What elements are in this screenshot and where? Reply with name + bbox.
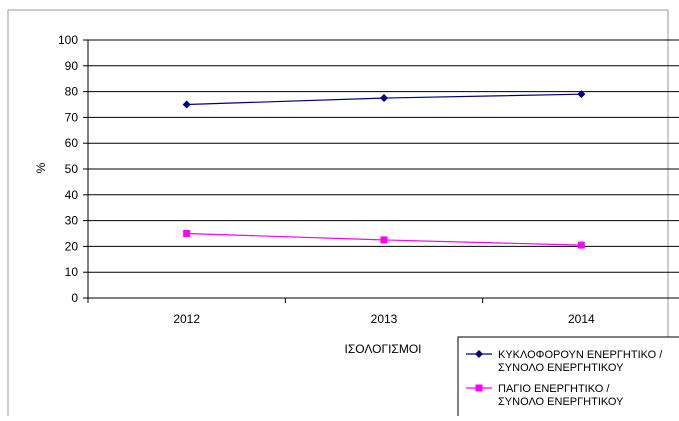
y-tick-label: 90 xyxy=(65,59,79,73)
legend: ΚΥΚΛΟΦΟΡΟΥΝ ΕΝΕΡΓΗΤΙΚΟ /ΣΥΝΟΛΟ ΕΝΕΡΓΗΤΙΚ… xyxy=(457,336,679,420)
x-tick-label: 2014 xyxy=(568,312,595,326)
legend-label: ΚΥΚΛΟΦΟΡΟΥΝ ΕΝΕΡΓΗΤΙΚΟ / xyxy=(498,349,663,361)
y-tick-label: 60 xyxy=(65,136,79,150)
y-tick-label: 70 xyxy=(65,110,79,124)
data-point xyxy=(577,241,585,249)
data-point xyxy=(380,94,388,103)
legend-label: ΣΥΝΟΛΟ ΕΝΕΡΓΗΤΙΚΟΥ xyxy=(498,396,624,408)
y-tick-label: 80 xyxy=(65,85,79,99)
axes xyxy=(83,39,679,303)
y-tick-label: 40 xyxy=(65,188,79,202)
x-tick-label: 2012 xyxy=(173,312,200,326)
y-tick-label: 10 xyxy=(65,265,79,279)
legend-label: ΣΥΝΟΛΟ ΕΝΕΡΓΗΤΙΚΟΥ xyxy=(498,362,624,374)
y-tick-label: 50 xyxy=(65,162,79,176)
y-tick-label: 30 xyxy=(65,214,79,228)
data-point xyxy=(183,230,191,237)
data-point xyxy=(182,100,191,109)
x-axis-label: ΙΣΟΛΟΓΙΣΜΟΙ xyxy=(345,342,422,356)
legend-box xyxy=(457,336,679,420)
legend-label: ΠΑΓΙΟ ΕΝΕΡΓΗΤΙΚΟ / xyxy=(498,383,610,395)
data-point xyxy=(577,90,586,99)
y-tick-label: 20 xyxy=(65,239,79,253)
gridlines xyxy=(88,39,679,273)
y-axis-label: % xyxy=(34,162,48,173)
x-tick-label: 2013 xyxy=(371,312,398,326)
legend-marker xyxy=(475,384,483,392)
y-tick-label: 0 xyxy=(71,291,78,305)
data-point xyxy=(380,236,388,244)
series-lines xyxy=(182,90,586,249)
y-tick-label: 100 xyxy=(58,33,78,47)
legend-marker xyxy=(475,350,483,358)
tick-labels: 0 10 20 30 40 50 60 70 80 90 100 2012 2013 2014 xyxy=(58,33,595,326)
